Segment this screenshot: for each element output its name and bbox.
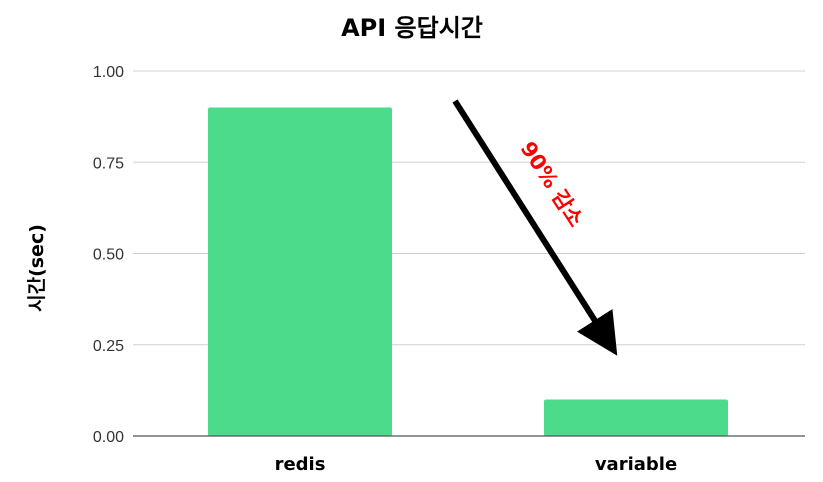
y-tick-label: 0.00 (93, 429, 124, 446)
chart-title: API 응답시간 (341, 14, 483, 42)
bars (208, 107, 728, 436)
bar-variable (544, 399, 728, 436)
y-tick-label: 0.25 (93, 338, 124, 355)
bar-redis (208, 107, 392, 436)
decrease-arrow (452, 99, 618, 356)
y-tick-label: 0.50 (93, 247, 124, 264)
category-label-variable: variable (595, 454, 677, 475)
y-tick-label: 0.75 (93, 155, 124, 172)
y-tick-label: 1.00 (93, 64, 124, 81)
y-axis-label: 시간(sec) (26, 224, 48, 312)
category-label-redis: redis (275, 454, 326, 475)
y-tick-labels: 0.00 0.25 0.50 0.75 1.00 (93, 64, 124, 446)
category-labels: redis variable (275, 454, 678, 475)
